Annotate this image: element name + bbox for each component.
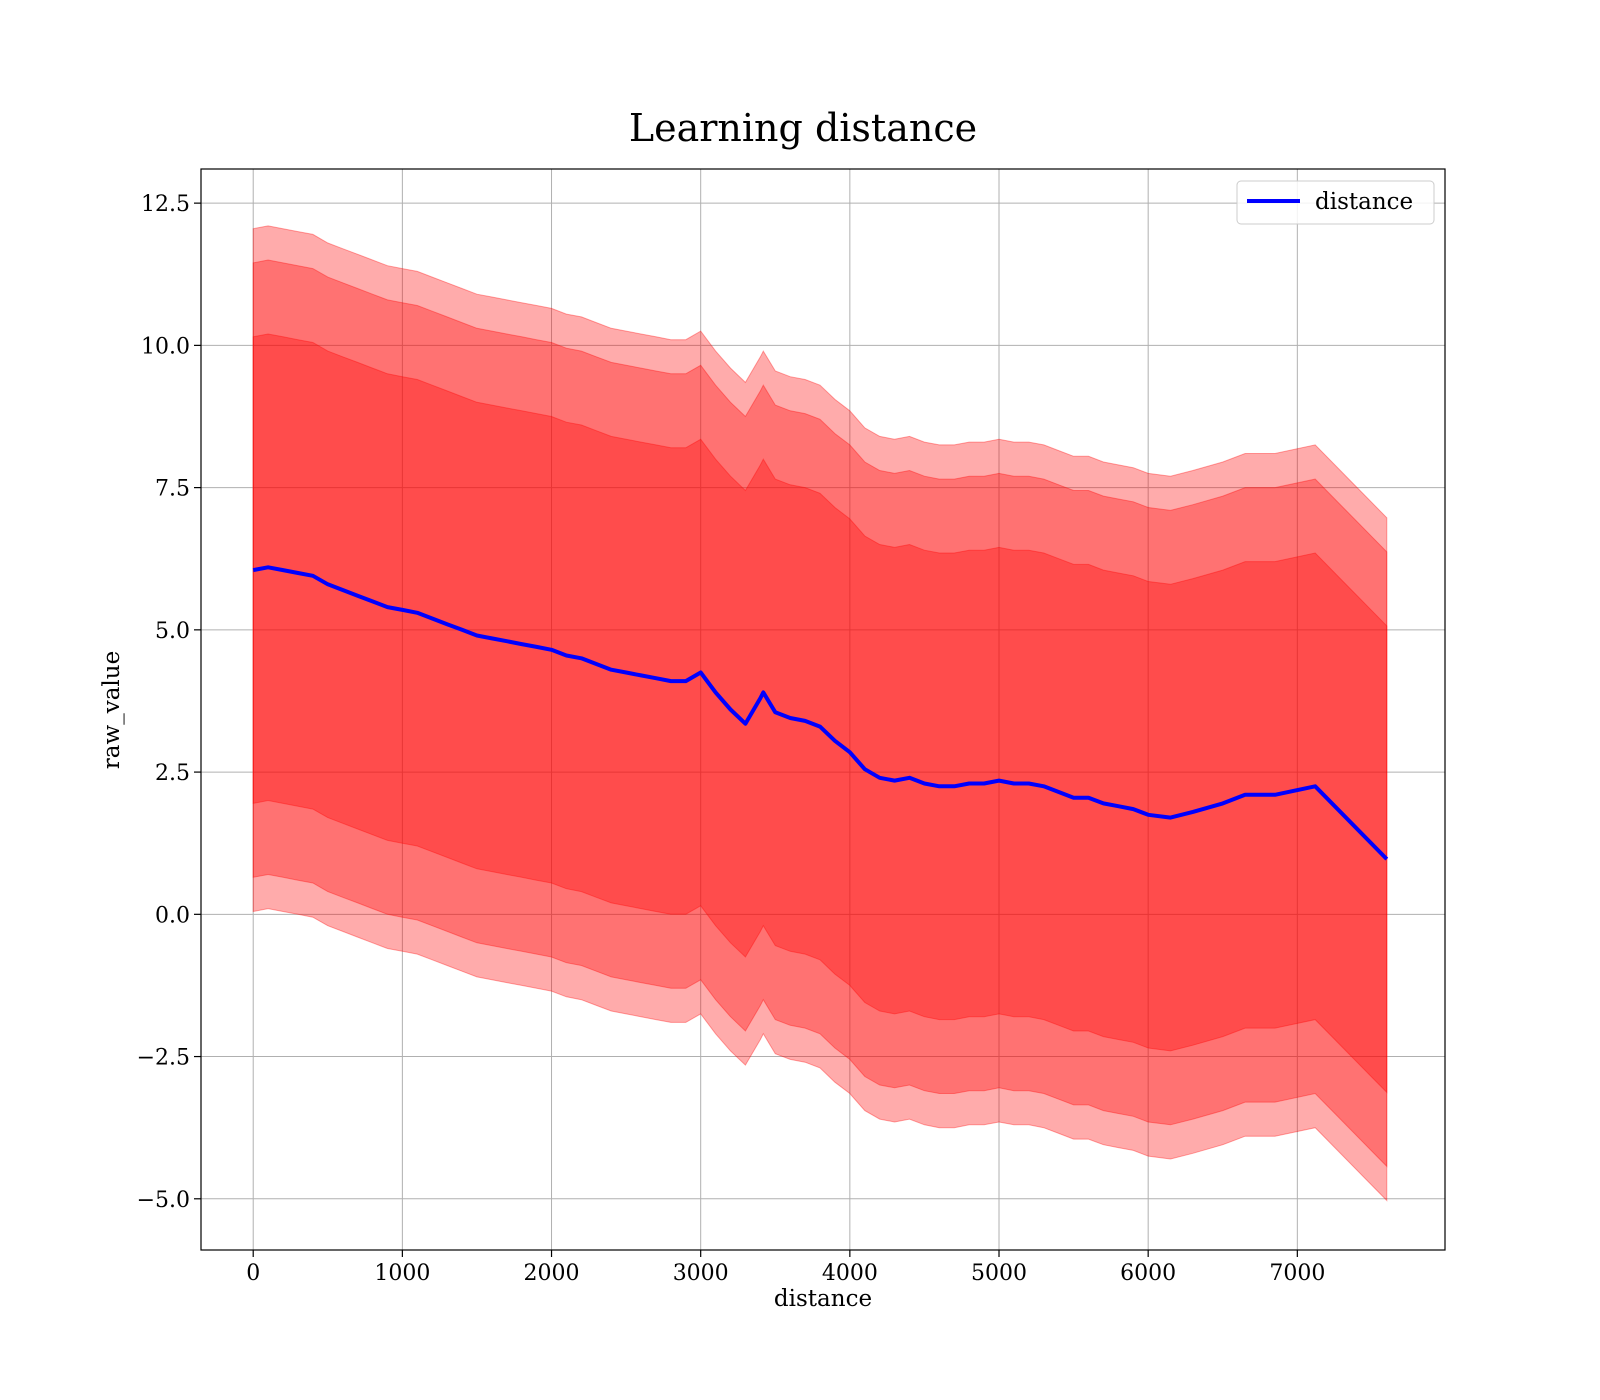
y-tick-label-4: 2.5 bbox=[155, 761, 190, 786]
y-tick-label-0: 12.5 bbox=[141, 192, 190, 217]
legend: distance bbox=[1236, 180, 1435, 225]
y-tick-label-3: 5.0 bbox=[155, 619, 190, 644]
band-0 bbox=[252, 225, 1388, 1202]
x-tick-label-7: 7000 bbox=[1269, 1261, 1325, 1286]
band-2 bbox=[252, 333, 1388, 1094]
x-tick-label-2: 2000 bbox=[524, 1261, 580, 1286]
x-tick-label-4: 4000 bbox=[822, 1261, 878, 1286]
band-1 bbox=[252, 259, 1388, 1168]
grid bbox=[201, 169, 1445, 1250]
y-tick-label-5: 0.0 bbox=[155, 903, 190, 928]
y-tick-label-6: −2.5 bbox=[137, 1046, 190, 1071]
x-axis-ticks: 0 1000 2000 3000 4000 5000 6000 7000 bbox=[246, 1250, 1325, 1286]
x-tick-label-5: 5000 bbox=[971, 1261, 1027, 1286]
y-tick-label-1: 10.0 bbox=[141, 334, 190, 359]
y-axis-ticks: 12.5 10.0 7.5 5.0 2.5 0.0 −2.5 −5.0 bbox=[137, 192, 201, 1213]
x-tick-label-6: 6000 bbox=[1120, 1261, 1176, 1286]
x-tick-label-3: 3000 bbox=[673, 1261, 729, 1286]
confidence-bands bbox=[252, 225, 1388, 1202]
x-tick-label-0: 0 bbox=[246, 1261, 260, 1286]
y-tick-label-7: −5.0 bbox=[137, 1188, 190, 1213]
series-line-distance bbox=[252, 565, 1389, 861]
legend-label-distance: distance bbox=[1315, 189, 1413, 215]
x-axis-label: distance bbox=[774, 1286, 872, 1312]
x-tick-label-1: 1000 bbox=[374, 1261, 430, 1286]
y-tick-label-2: 7.5 bbox=[155, 477, 190, 502]
y-axis-label: raw_value bbox=[99, 651, 125, 769]
chart-title: Learning distance bbox=[629, 106, 977, 150]
plot-frame bbox=[200, 168, 1446, 1251]
legend-box bbox=[1236, 180, 1435, 225]
